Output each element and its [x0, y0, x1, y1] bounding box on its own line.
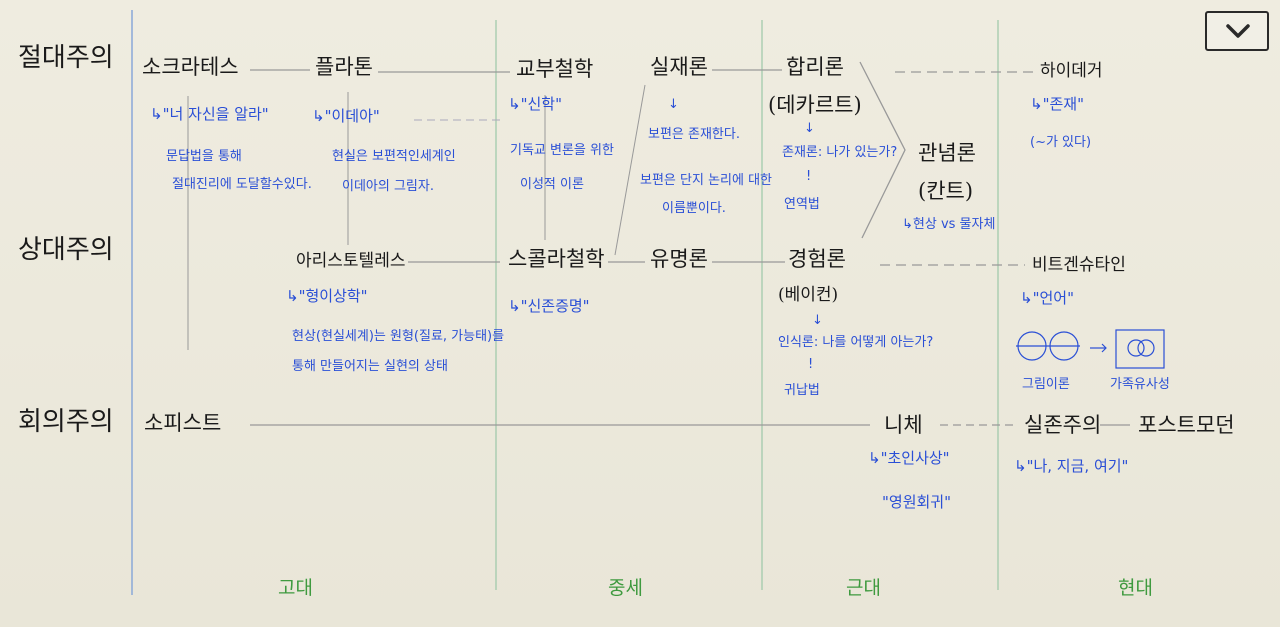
note-nominalism-2: 이름뿐이다.	[662, 201, 726, 216]
era-label-medieval: 중세	[608, 577, 643, 599]
node-socrates: 소크라테스	[142, 55, 239, 79]
note-plato-1: ↳"이데아"	[312, 107, 380, 125]
note-heidegger-1: ↳"존재"	[1030, 95, 1084, 113]
node-plato: 플라톤	[315, 55, 373, 79]
note-empiricism-2: 인식론: 나를 어떻게 아는가?	[778, 335, 934, 350]
note-aristotle-1: ↳"형이상학"	[286, 287, 368, 305]
node-existentialism: 실존주의	[1024, 413, 1102, 437]
note-aristotle-2: 현상(현실세계)는 원형(질료, 가능태)를	[292, 329, 505, 344]
row-label-skepticism: 회의주의	[18, 407, 114, 437]
note-nominalism-1: 보편은 단지 논리에 대한	[640, 173, 772, 188]
row-label-relativism: 상대주의	[18, 235, 114, 265]
note-rationalism-3: !	[806, 169, 812, 184]
note-empiricism-3: !	[808, 357, 814, 372]
note-rationalism-2: 존재론: 나가 있는가?	[782, 145, 898, 160]
note-rationalism-4: 연역법	[784, 197, 820, 212]
note-realism-1: ↓	[668, 97, 679, 112]
note-wittgenstein-3: 가족유사성	[1110, 377, 1170, 392]
node-realism: 실재론	[650, 55, 708, 79]
chevron-down-icon	[1226, 24, 1250, 38]
note-aristotle-3: 통해 만들어지는 실현의 상태	[292, 359, 448, 374]
era-label-ancient: 고대	[278, 577, 313, 599]
era-label-modern: 근대	[846, 577, 881, 599]
note-empiricism-4: 귀납법	[784, 383, 820, 398]
note-wittgenstein-2: 그림이론	[1022, 377, 1070, 392]
expand-toggle-button[interactable]	[1205, 11, 1269, 51]
note-wittgenstein-1: ↳"언어"	[1020, 289, 1074, 307]
note-socrates-2: 문답법을 통해	[166, 149, 242, 164]
node-idealism-person: (칸트)	[918, 179, 974, 203]
node-idealism: 관념론	[918, 141, 976, 165]
note-nietzsche-2: "영원회귀"	[882, 493, 951, 511]
picture-theory-doodle-icon	[1016, 329, 1165, 369]
note-scholastic-2: 기독교 변론을 위한	[510, 143, 614, 158]
note-realism-2: 보편은 존재한다.	[648, 127, 740, 142]
note-plato-2: 현실은 보편적인세계인	[332, 149, 456, 164]
node-rationalism: 합리론	[786, 55, 844, 79]
node-empiricism-person: (베이컨)	[778, 285, 839, 305]
note-nietzsche-1: ↳"초인사상"	[868, 449, 950, 467]
note-scholastic-3: 이성적 이론	[520, 177, 584, 192]
note-scholasticism-1: ↳"신존증명"	[508, 297, 590, 315]
note-socrates-3: 절대진리에 도달할수있다.	[172, 177, 312, 192]
node-aristotle: 아리스토텔레스	[296, 251, 406, 271]
note-rationalism-1: ↓	[804, 121, 815, 136]
node-sophists: 소피스트	[144, 411, 222, 435]
note-idealism-1: ↳현상 vs 물자체	[902, 217, 996, 232]
node-heidegger: 하이데거	[1040, 61, 1103, 81]
node-scholasticism: 스콜라철학	[508, 247, 605, 271]
note-existentialism-1: ↳"나, 지금, 여기"	[1014, 457, 1129, 475]
note-heidegger-2: (~가 있다)	[1030, 135, 1092, 150]
node-postmodern: 포스트모던	[1138, 413, 1235, 437]
row-label-absolutism: 절대주의	[18, 43, 114, 73]
node-nominalism: 유명론	[650, 247, 708, 271]
node-wittgenstein: 비트겐슈타인	[1032, 255, 1126, 275]
node-scholastic: 교부철학	[516, 57, 594, 81]
note-socrates-1: ↳"너 자신을 알라"	[150, 105, 269, 123]
node-nietzsche: 니체	[884, 413, 923, 437]
note-plato-3: 이데아의 그림자.	[342, 179, 434, 194]
note-scholastic-1: ↳"신학"	[508, 95, 562, 113]
node-empiricism: 경험론	[788, 247, 846, 271]
era-label-contemporary: 현대	[1118, 577, 1153, 599]
node-rationalism-person: (데카르트)	[768, 93, 862, 117]
note-empiricism-1: ↓	[812, 313, 823, 328]
